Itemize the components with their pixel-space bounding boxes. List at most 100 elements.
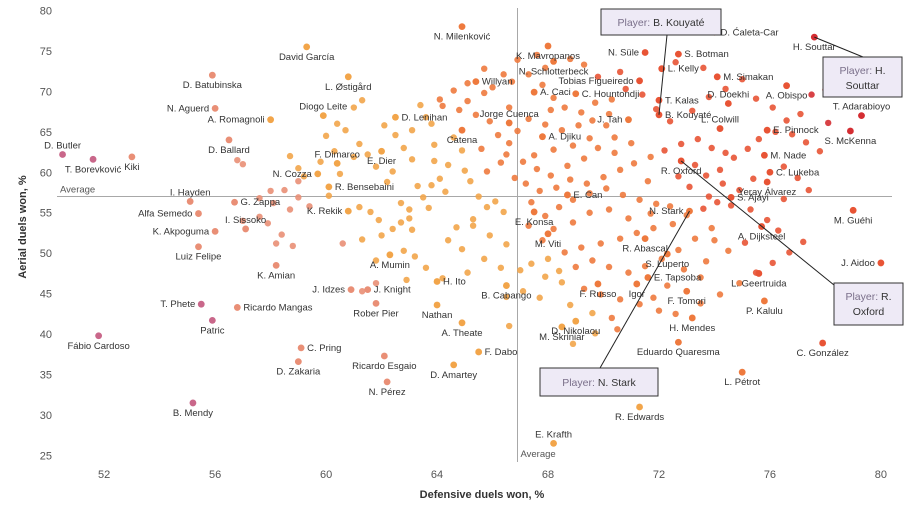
data-point	[572, 263, 579, 271]
labeled-data-point	[760, 297, 768, 305]
data-point	[608, 96, 616, 103]
point-label: B. Cabango	[481, 291, 531, 302]
labeled-data-point	[380, 352, 388, 360]
point-label: M. Nade	[770, 150, 806, 161]
x-tick-label: 80	[875, 469, 887, 481]
data-point	[555, 203, 563, 211]
labeled-data-point	[724, 100, 732, 107]
point-label: H. Ito	[443, 277, 466, 288]
point-label: Diogo Leite	[299, 102, 347, 113]
data-point	[486, 232, 493, 239]
data-point	[578, 244, 585, 251]
data-point	[450, 134, 457, 141]
data-point	[750, 175, 757, 182]
data-point	[569, 142, 577, 149]
point-label: E. Krafth	[535, 429, 572, 440]
data-point	[736, 279, 743, 287]
y-tick-label: 30	[40, 410, 52, 422]
labeled-data-point	[197, 300, 205, 308]
labeled-data-point	[783, 82, 790, 90]
point-label: S. McKenna	[825, 136, 877, 147]
data-point	[805, 186, 812, 194]
labeled-data-point	[688, 314, 696, 322]
data-point	[697, 300, 704, 307]
point-label: R. Bensebaini	[335, 182, 394, 193]
point-label: D. Ćaleta-Car	[720, 27, 778, 38]
data-point	[666, 118, 674, 125]
data-point	[530, 152, 538, 159]
data-point	[461, 167, 468, 174]
data-point	[727, 202, 735, 209]
x-tick-label: 56	[209, 469, 221, 481]
data-point	[295, 194, 302, 201]
labeled-data-point	[450, 361, 458, 369]
labeled-data-point	[294, 358, 302, 366]
data-point	[561, 249, 568, 256]
point-label: N. Pérez	[369, 387, 406, 398]
point-label: N. Aguerd	[167, 103, 209, 114]
point-label: E. Can	[573, 190, 602, 201]
labeled-data-point	[242, 225, 250, 233]
data-point	[381, 122, 388, 129]
data-point	[539, 237, 546, 244]
data-point	[458, 147, 466, 154]
point-label: K. Amian	[257, 270, 295, 281]
x-tick-label: 60	[320, 469, 332, 481]
labeled-data-point	[713, 73, 721, 81]
labeled-data-point	[233, 304, 241, 311]
x-tick-label: 76	[764, 469, 776, 481]
data-point	[514, 56, 521, 63]
callout-key: Player:	[562, 377, 598, 389]
point-label: B. Kouyaté	[665, 110, 711, 121]
data-point	[286, 152, 294, 160]
data-point	[589, 117, 596, 124]
point-label: Eduardo Quaresma	[637, 347, 721, 358]
data-point	[519, 288, 527, 295]
y-tick-label: 60	[40, 167, 52, 179]
y-tick-label: 40	[40, 329, 52, 341]
point-label: T. Adarabioyo	[833, 102, 891, 113]
data-point	[558, 126, 566, 134]
data-point	[644, 177, 652, 185]
labeled-data-point	[372, 299, 380, 307]
point-label: C. Lukeba	[776, 167, 820, 178]
data-point	[542, 273, 549, 280]
data-point	[808, 91, 815, 98]
point-label: D. Amartey	[430, 370, 477, 381]
callout-player-initial: H.	[875, 65, 886, 77]
data-point	[486, 118, 493, 125]
data-point	[525, 115, 532, 123]
data-point	[469, 216, 477, 223]
point-label: Alfa Semedo	[138, 209, 192, 220]
data-point	[722, 85, 729, 93]
point-label: E. Dier	[367, 156, 396, 167]
labeled-data-point	[195, 210, 202, 217]
data-point	[414, 182, 421, 190]
point-label: E. Tapsoba	[654, 272, 702, 283]
data-point	[256, 194, 263, 202]
data-point	[691, 161, 699, 169]
data-point	[700, 205, 707, 212]
data-point	[675, 246, 682, 254]
labeled-data-point	[211, 104, 219, 112]
data-point	[270, 199, 277, 207]
data-point	[422, 264, 430, 271]
point-label: M. Škriniar	[539, 332, 584, 343]
callout-box	[822, 56, 903, 98]
labeled-data-point	[319, 112, 327, 120]
data-point	[622, 85, 629, 93]
data-point	[439, 102, 446, 110]
data-point	[325, 192, 333, 199]
data-point	[589, 257, 596, 264]
point-label: F. Dabo	[485, 347, 518, 358]
data-point	[675, 173, 682, 180]
labeled-data-point	[641, 49, 649, 56]
labeled-data-point	[877, 259, 885, 267]
labeled-data-point	[378, 147, 385, 155]
data-point	[603, 122, 610, 129]
data-point	[763, 216, 771, 224]
data-point	[714, 199, 721, 206]
point-label: L. Kelly	[668, 64, 699, 75]
labeled-data-point	[530, 208, 538, 216]
